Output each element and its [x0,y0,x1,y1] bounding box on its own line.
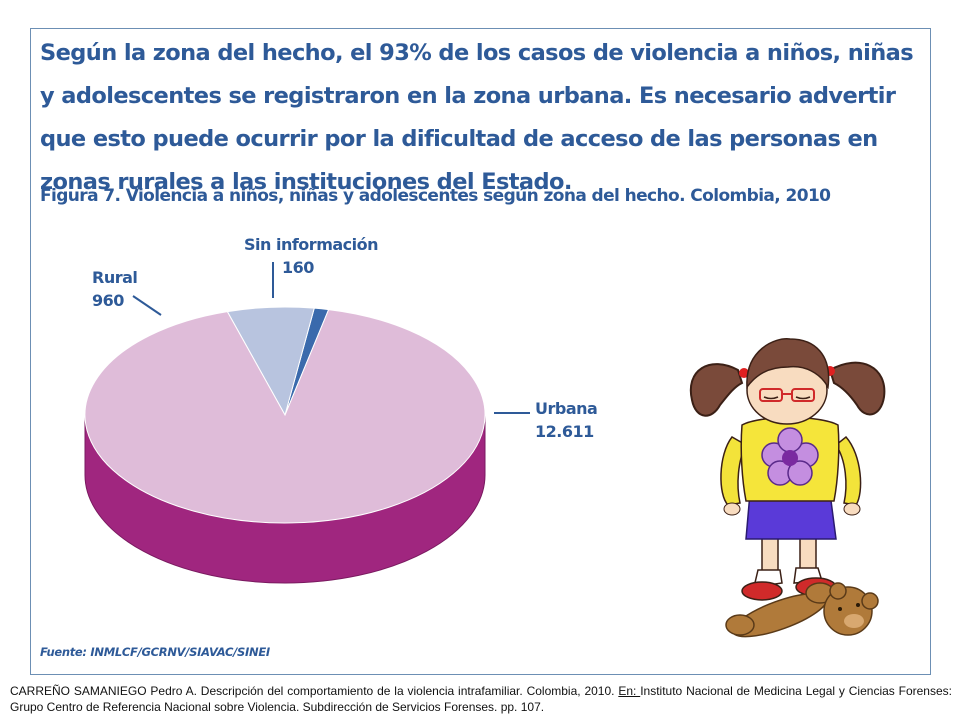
source-note: Fuente: INMLCF/GCRNV/SIAVAC/SINEI [40,645,270,659]
intro-paragraph: Según la zona del hecho, el 93% de los c… [40,40,914,195]
flower-icon [761,427,819,486]
label-rural-value: 960 [92,291,124,310]
label-sin-info-name: Sin información [244,235,379,254]
leader-lines [132,262,530,414]
label-rural: Rural 960 [92,266,138,312]
pie-slice-urbana [84,309,486,524]
label-rural-name: Rural [92,268,138,287]
label-urbana: Urbana 12.611 [535,397,598,443]
label-sin-info: Sin información 160 [244,233,379,279]
citation-en: En: [618,684,641,698]
citation-part2: Instituto Nacional de Medicina Legal y C… [10,684,952,714]
sad-girl-illustration [689,338,886,638]
label-sin-info-value: 160 [282,258,314,277]
chart-title: Figura 7. Violencia a niños, niñas y ado… [40,186,831,206]
label-urbana-name: Urbana [535,399,598,418]
citation-part1: CARREÑO SAMANIEGO Pedro A. Descripción d… [10,684,619,698]
teddy-bear-icon [725,582,879,638]
citation: CARREÑO SAMANIEGO Pedro A. Descripción d… [10,683,952,715]
label-urbana-value: 12.611 [535,422,594,441]
leader-line-rural [132,295,162,316]
